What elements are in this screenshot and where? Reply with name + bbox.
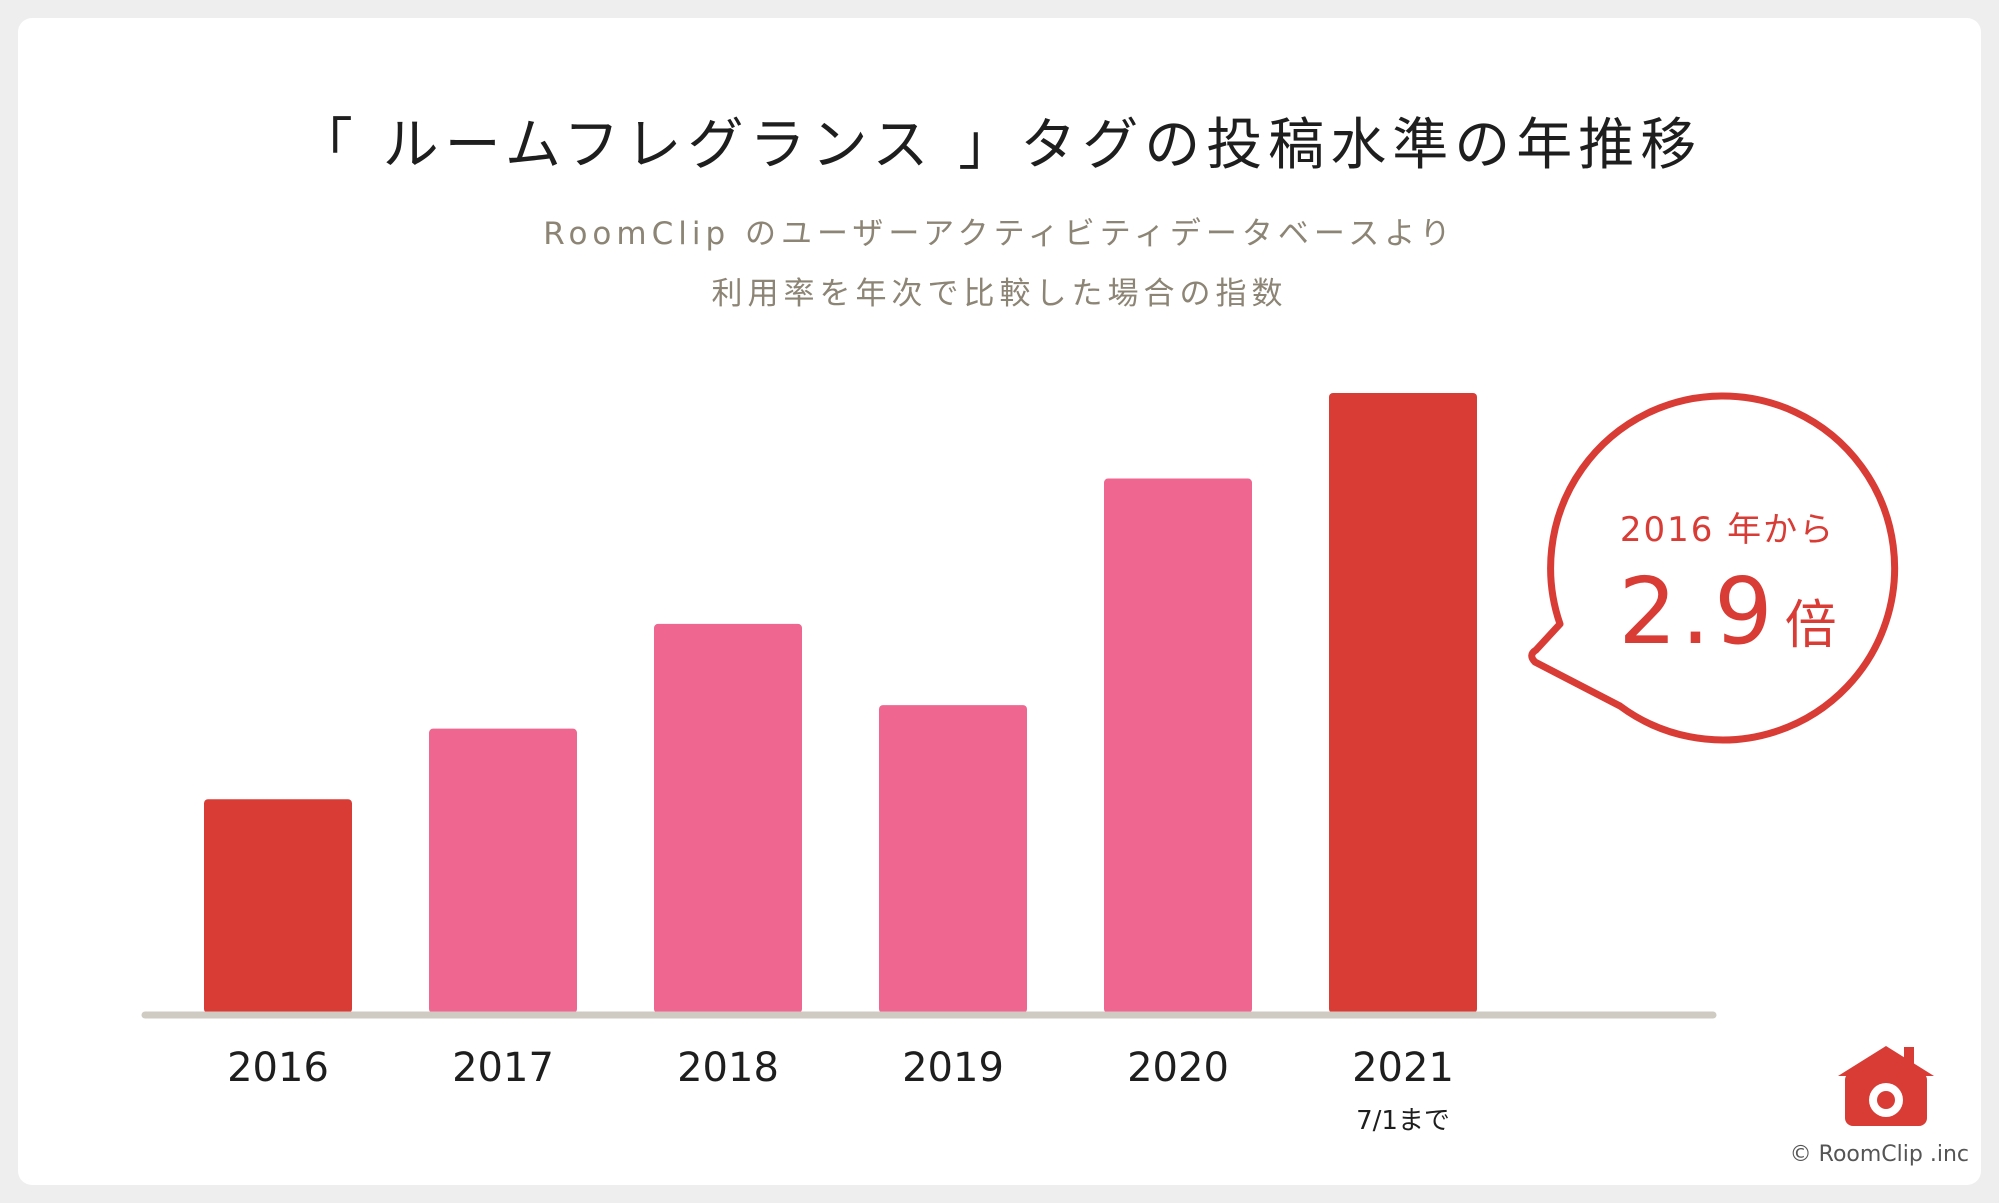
bar-2017 <box>429 728 577 1013</box>
bar-2016 <box>204 799 352 1013</box>
x-tick-label-2018: 2018 <box>677 1045 779 1091</box>
chart-title: 「 ルームフレグランス 」タグの投稿水準の年推移 <box>296 113 1703 178</box>
callout-caption: 2016 年から <box>1619 510 1836 550</box>
x-tick-label-2021: 2021 <box>1352 1045 1454 1091</box>
bar-2019 <box>879 705 1027 1013</box>
bar-2020 <box>1104 478 1252 1014</box>
bar-2021 <box>1329 393 1477 1013</box>
x-tick-label-2017: 2017 <box>452 1045 554 1091</box>
house-camera-icon <box>1838 1046 1934 1126</box>
x-tick-label-2016: 2016 <box>227 1045 329 1091</box>
callout-multiplier: 2.9 <box>1618 558 1777 665</box>
x-tick-sublabel-2021: 7/1まで <box>1356 1106 1450 1136</box>
bar-2018 <box>654 623 802 1013</box>
callout-bubble <box>1528 392 1899 744</box>
x-tick-label-2019: 2019 <box>902 1045 1004 1091</box>
copyright-text: © RoomClip .inc <box>1789 1142 1969 1167</box>
bars-group <box>204 393 1477 1014</box>
callout-unit: 倍 <box>1784 596 1837 656</box>
chart-subtitle-line-1: RoomClip のユーザーアクティビティデータベースより <box>543 216 1456 252</box>
callout-value-line: 2.9 倍 <box>1545 558 1910 665</box>
x-tick-label-2020: 2020 <box>1127 1045 1229 1091</box>
chart-subtitle-line-2: 利用率を年次で比較した場合の指数 <box>711 276 1288 312</box>
